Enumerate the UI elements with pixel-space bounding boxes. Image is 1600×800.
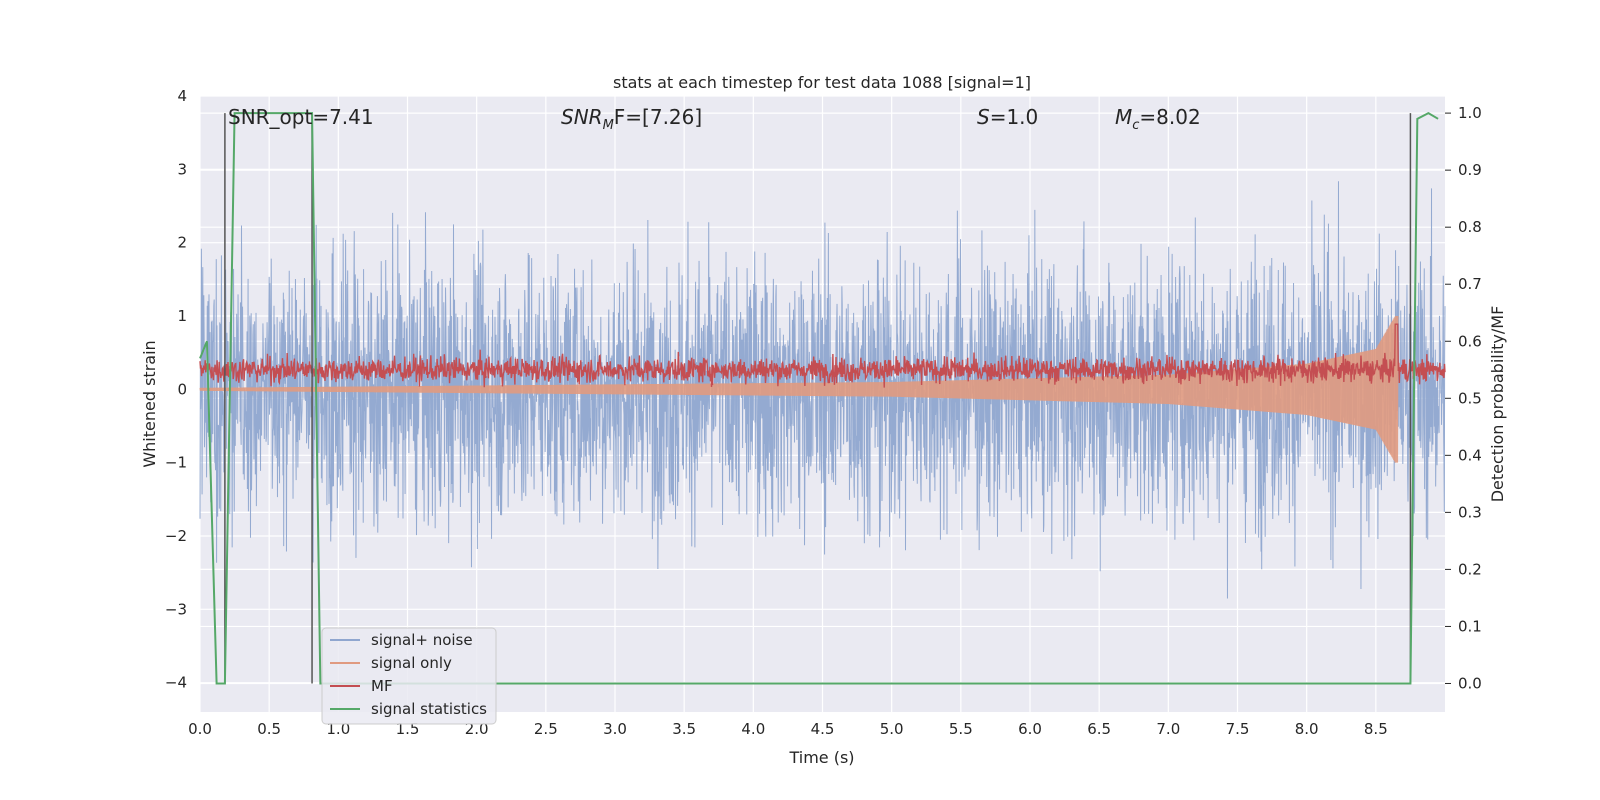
legend-label-signal-only: signal only — [371, 654, 452, 672]
y-right-tick-label: 0.3 — [1458, 503, 1482, 521]
annotation-mc: Mc=8.02 — [1115, 105, 1201, 133]
y-tick-label: 2 — [177, 234, 187, 252]
x-tick-label: 5.0 — [880, 720, 904, 738]
x-tick-label: 8.5 — [1364, 720, 1388, 738]
x-axis-label: Time (s) — [788, 748, 854, 767]
series-signal-statistics — [199, 111, 1439, 685]
y-right-tick-label: 0.6 — [1458, 332, 1482, 350]
y-tick-label: −2 — [165, 527, 187, 545]
y-tick-label: 3 — [177, 160, 187, 178]
x-tick-label: 5.5 — [949, 720, 973, 738]
y-tick-label: −3 — [165, 600, 187, 618]
y-tick-label: −1 — [165, 454, 187, 472]
y-tick-label: 4 — [177, 87, 187, 105]
y-tick-label: 1 — [177, 307, 187, 325]
legend-label-signal-statistics: signal statistics — [371, 700, 487, 718]
x-tick-label: 6.0 — [1018, 720, 1042, 738]
ticks: 0.0 0.5 1.0 1.5 2.0 2.5 3.0 3.5 4.0 4.5 5.0 5.5 6.0 6… — [165, 87, 1482, 738]
y-right-tick-label: 0.1 — [1458, 617, 1482, 635]
legend: signal+ noise signal only MF signal stat… — [321, 627, 497, 725]
x-tick-label: 8.0 — [1295, 720, 1319, 738]
x-tick-label: 6.5 — [1087, 720, 1111, 738]
annotation-s: S=1.0 — [977, 105, 1038, 129]
y-right-tick-label: 0.9 — [1458, 161, 1482, 179]
y-right-tick-label: 0.4 — [1458, 446, 1482, 464]
series-mf — [199, 323, 1446, 388]
series-signal-noise — [199, 181, 1446, 599]
annotation-snr-opt: SNR_opt=7.41 — [228, 105, 374, 129]
y-right-tick-label: 1.0 — [1458, 104, 1482, 122]
x-tick-label: 3.0 — [603, 720, 627, 738]
annotations: SNR_opt=7.41 SNRMF=[7.26] S=1.0 Mc=8.02 — [228, 105, 1201, 133]
y-right-tick-label: 0.8 — [1458, 218, 1482, 236]
legend-label-signal-noise: signal+ noise — [371, 631, 473, 649]
y-right-tick-label: 0.5 — [1458, 389, 1482, 407]
annotation-snr-mf: SNRMF=[7.26] — [561, 105, 702, 133]
y-right-tick-label: 0.2 — [1458, 560, 1482, 578]
y-axis-label: Whitened strain — [140, 340, 159, 467]
chart-title: stats at each timestep for test data 108… — [613, 73, 1031, 92]
legend-box — [321, 627, 497, 725]
x-tick-label: 4.0 — [741, 720, 765, 738]
x-tick-label: 0.0 — [188, 720, 212, 738]
x-tick-label: 7.5 — [1226, 720, 1250, 738]
x-tick-label: 0.5 — [257, 720, 281, 738]
x-tick-label: 2.5 — [534, 720, 558, 738]
x-tick-label: 7.0 — [1156, 720, 1180, 738]
y-axis-label-right: Detection probability/MF — [1488, 306, 1507, 503]
y-tick-label: −4 — [165, 674, 187, 692]
x-tick-label: 3.5 — [672, 720, 696, 738]
series-layer — [199, 111, 1446, 685]
legend-label-mf: MF — [371, 677, 393, 695]
y-tick-label: 0 — [177, 380, 187, 398]
x-tick-label: 4.5 — [811, 720, 835, 738]
y-right-tick-label: 0.0 — [1458, 674, 1482, 692]
y-right-tick-label: 0.7 — [1458, 275, 1482, 293]
